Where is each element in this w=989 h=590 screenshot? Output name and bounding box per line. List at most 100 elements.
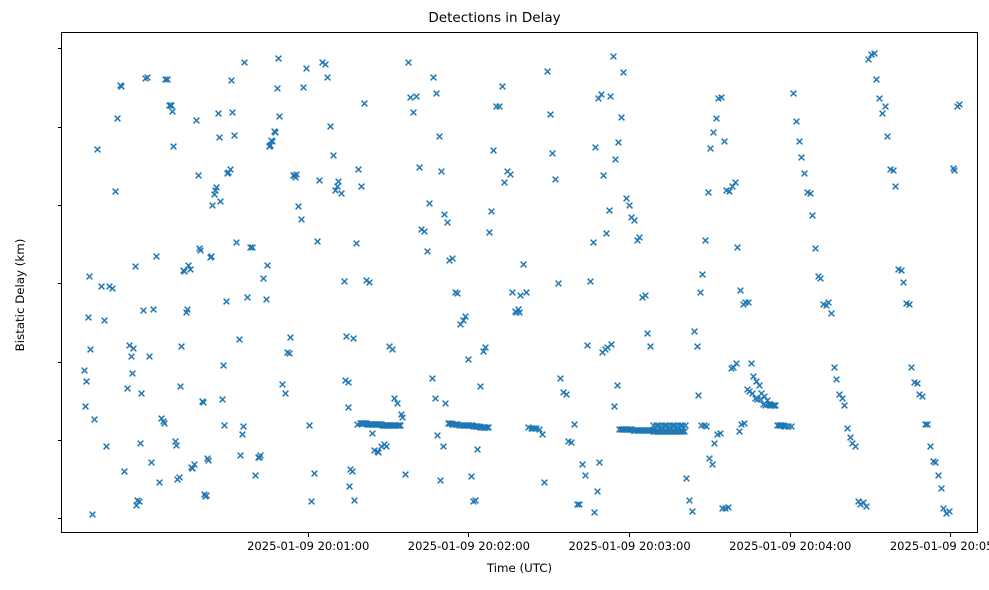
scatter-point bbox=[789, 89, 798, 98]
scatter-point bbox=[797, 153, 806, 162]
scatter-point bbox=[226, 165, 235, 174]
scatter-point bbox=[484, 423, 493, 432]
scatter-point bbox=[271, 128, 280, 137]
scatter-point bbox=[180, 267, 189, 276]
scatter-point bbox=[676, 421, 685, 430]
scatter-point bbox=[942, 509, 951, 518]
scatter-point bbox=[469, 497, 478, 506]
scatter-point bbox=[710, 439, 719, 448]
x-tick-mark bbox=[789, 533, 791, 537]
scatter-point bbox=[937, 484, 946, 493]
scatter-point bbox=[702, 422, 711, 431]
scatter-point bbox=[907, 363, 916, 372]
scatter-point bbox=[619, 425, 628, 434]
scatter-point bbox=[676, 427, 685, 436]
scatter-point bbox=[175, 473, 184, 482]
scatter-point bbox=[613, 381, 622, 390]
x-tick-label: 2025-01-09 20:02:00 bbox=[407, 539, 530, 553]
scatter-point bbox=[385, 421, 394, 430]
scatter-point bbox=[706, 144, 715, 153]
scatter-point bbox=[367, 420, 376, 429]
scatter-point bbox=[693, 342, 702, 351]
scatter-point bbox=[784, 422, 793, 431]
scatter-point bbox=[220, 421, 229, 430]
scatter-point bbox=[720, 137, 729, 146]
scatter-point bbox=[838, 394, 847, 403]
scatter-point bbox=[736, 286, 745, 295]
x-axis-label: Time (UTC) bbox=[486, 561, 553, 575]
scatter-point bbox=[268, 137, 277, 146]
scatter-point bbox=[643, 426, 652, 435]
scatter-point bbox=[739, 300, 748, 309]
scatter-point bbox=[660, 421, 669, 430]
scatter-point bbox=[448, 420, 457, 429]
scatter-point bbox=[773, 421, 782, 430]
scatter-point bbox=[832, 375, 841, 384]
scatter-point bbox=[238, 430, 247, 439]
scatter-point bbox=[950, 166, 959, 175]
scatter-point bbox=[556, 374, 565, 383]
scatter-point bbox=[90, 415, 99, 424]
chart-title: Detections in Delay bbox=[428, 10, 561, 26]
scatter-point bbox=[528, 424, 537, 433]
scatter-point bbox=[606, 92, 615, 101]
scatter-point bbox=[733, 243, 742, 252]
scatter-point bbox=[188, 464, 197, 473]
scatter-point bbox=[374, 420, 383, 429]
scatter-point bbox=[286, 333, 295, 342]
scatter-point bbox=[254, 453, 263, 462]
scatter-point bbox=[80, 366, 89, 375]
scatter-point bbox=[375, 420, 384, 429]
scatter-point bbox=[652, 421, 661, 430]
y-tick-mark bbox=[57, 204, 61, 206]
scatter-point bbox=[208, 201, 217, 210]
scatter-point bbox=[770, 401, 779, 410]
scatter-point bbox=[591, 143, 600, 152]
scatter-point bbox=[764, 400, 773, 409]
scatter-point bbox=[365, 278, 374, 287]
scatter-point bbox=[390, 394, 399, 403]
scatter-point bbox=[848, 439, 857, 448]
scatter-point bbox=[216, 197, 225, 206]
scatter-point bbox=[567, 438, 576, 447]
scatter-point bbox=[495, 102, 504, 111]
scatter-point bbox=[397, 410, 406, 419]
x-tick-mark bbox=[629, 533, 631, 537]
x-tick-mark bbox=[468, 533, 470, 537]
scatter-point bbox=[602, 229, 611, 238]
scatter-point bbox=[125, 341, 134, 350]
scatter-point bbox=[145, 352, 154, 361]
scatter-point bbox=[230, 131, 239, 140]
scatter-point bbox=[381, 421, 390, 430]
scatter-point bbox=[202, 491, 211, 500]
scatter-point bbox=[694, 391, 703, 400]
scatter-point bbox=[387, 421, 396, 430]
scatter-point bbox=[503, 167, 512, 176]
scatter-point bbox=[406, 93, 415, 102]
scatter-point bbox=[362, 276, 371, 285]
x-tick-mark bbox=[950, 533, 952, 537]
scatter-point bbox=[423, 247, 432, 256]
scatter-point bbox=[232, 238, 241, 247]
scatter-point bbox=[939, 504, 948, 513]
scatter-point bbox=[465, 421, 474, 430]
scatter-point bbox=[677, 427, 686, 436]
scatter-point bbox=[113, 114, 122, 123]
scatter-point bbox=[590, 508, 599, 517]
scatter-point bbox=[487, 207, 496, 216]
scatter-point bbox=[894, 265, 903, 274]
scatter-point bbox=[737, 420, 746, 429]
scatter-point bbox=[678, 427, 687, 436]
scatter-point bbox=[749, 372, 758, 381]
scatter-point bbox=[417, 225, 426, 234]
scatter-point bbox=[618, 425, 627, 434]
scatter-point bbox=[792, 117, 801, 126]
scatter-point bbox=[481, 343, 490, 352]
scatter-point bbox=[182, 308, 191, 317]
scatter-point bbox=[897, 266, 906, 275]
scatter-point bbox=[382, 442, 391, 451]
scatter-point bbox=[665, 421, 674, 430]
scatter-point bbox=[440, 210, 449, 219]
scatter-point bbox=[455, 421, 464, 430]
scatter-point bbox=[354, 165, 363, 174]
